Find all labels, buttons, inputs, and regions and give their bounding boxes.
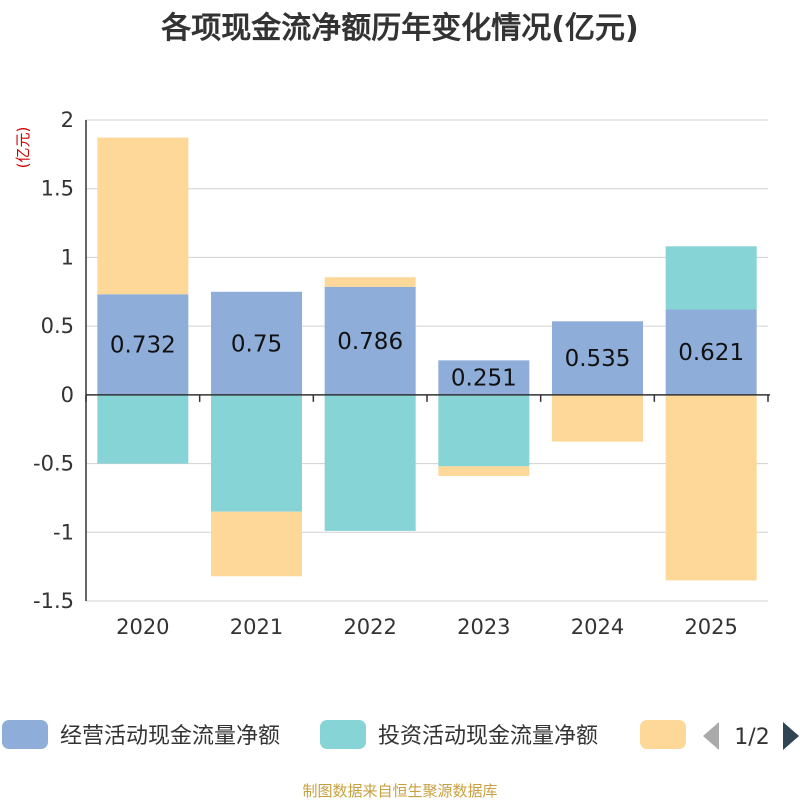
axes: 2 1.5 1 0.5 0 -0.5 -1 -1.5 2020 2021 2022 2023 2024 2… [33,108,770,639]
x-tick-label-2021: 2021 [230,615,283,639]
data-label-operating-2024: 0.535 [565,346,631,372]
bar-financing-2021 [211,511,302,577]
legend-pager-text: 1/2 [734,725,769,750]
legend-label-operating[interactable]: 经营活动现金流量净额 [60,724,280,749]
bar-financing-2020 [97,137,189,295]
y-tick-label-1: 1 [61,245,74,269]
legend-swatch-operating[interactable] [2,720,48,749]
data-label-operating-2021: 0.75 [231,331,282,357]
gridlines [86,119,768,602]
bar-operating-2021 [211,291,302,395]
legend: 经营活动现金流量净额 投资活动现金流量净额 1/2 [2,720,799,750]
source-note: 制图数据来自恒生聚源数据库 [302,782,497,800]
bar-investing-2023 [438,394,530,467]
bar-financing-2025 [665,394,757,581]
bar-investing-2020 [97,394,189,464]
y-tick-label--1.5: -1.5 [33,589,74,613]
y-tick-label-2: 2 [61,108,74,132]
data-label-operating-2020: 0.732 [110,333,176,359]
bar-operating-2023 [438,360,530,395]
bar-operating-2020 [97,294,189,395]
x-tick-label-2023: 2023 [457,615,510,639]
x-tick-label-2024: 2024 [571,615,624,639]
bar-financing-2023 [438,466,530,476]
y-tick-label-1.5: 1.5 [41,177,74,201]
bar-investing-2025 [665,246,757,310]
bar-operating-2022 [324,286,416,395]
bars [97,137,757,581]
legend-swatch-financing[interactable] [640,720,686,749]
bar-investing-2022 [324,394,416,531]
bar-financing-2024 [552,394,643,442]
data-label-operating-2022: 0.786 [337,329,403,355]
data-label-operating-2025: 0.621 [678,340,744,366]
y-tick-label-0: 0 [61,383,74,407]
bar-operating-2024 [552,321,643,395]
y-axis-label: (亿元) [14,127,32,169]
x-tick-label-2020: 2020 [116,615,169,639]
data-labels: 0.732 0.75 0.786 0.251 0.535 0.621 [110,329,744,392]
y-tick-label--0.5: -0.5 [33,452,74,476]
bar-financing-2022 [324,277,416,287]
bar-investing-2021 [211,394,302,512]
y-tick-label--1: -1 [53,520,74,544]
x-tick-label-2025: 2025 [684,615,737,639]
data-label-operating-2023: 0.251 [451,366,517,392]
legend-swatch-investing[interactable] [320,720,366,749]
chart-title: 各项现金流净额历年变化情况(亿元) [160,11,638,46]
legend-label-investing[interactable]: 投资活动现金流量净额 [378,724,598,749]
bar-operating-2025 [665,309,757,395]
y-tick-label-0.5: 0.5 [41,314,74,338]
legend-next-page-icon[interactable] [783,722,799,750]
legend-prev-page-icon[interactable] [703,722,719,750]
x-tick-label-2022: 2022 [343,615,396,639]
